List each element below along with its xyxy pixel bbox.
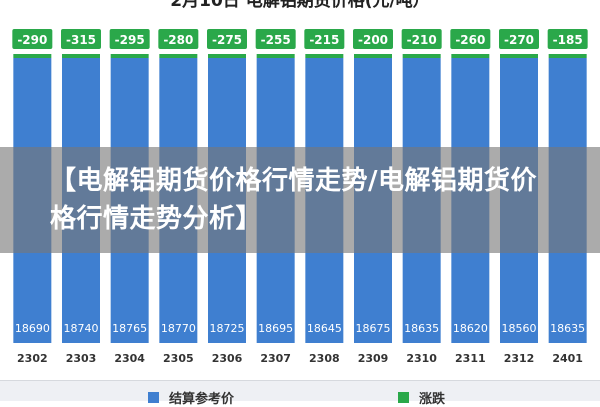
settlement-value-label: 18690	[15, 322, 50, 335]
change-value-label: -270	[504, 33, 534, 47]
change-value-label: -255	[261, 33, 291, 47]
change-value-label: -215	[309, 33, 339, 47]
change-value-label: -315	[66, 33, 96, 47]
change-label-box	[255, 29, 296, 49]
change-value-label: -260	[455, 33, 485, 47]
overlay-banner: 【电解铝期货价格行情走势/电解铝期货价格行情走势分析】	[0, 147, 600, 253]
legend-label-change: 涨跌	[419, 392, 446, 407]
legend-item-settlement: 结算参考价	[148, 388, 234, 407]
change-labels-group: -290 -315 -295 -280 -275 -255 -215 -200 -210 -260…	[12, 29, 588, 49]
change-value-label: -290	[17, 33, 47, 47]
change-label-box	[353, 29, 393, 49]
x-axis-ticks: 2302 2303 2304 2305 2306 2307 2308 2309 2310 2311…	[17, 352, 583, 365]
x-tick-label: 2311	[455, 352, 486, 365]
bar-change	[500, 54, 538, 58]
bar-change	[548, 54, 587, 58]
settlement-value-label: 18645	[307, 322, 342, 335]
x-tick-label: 2310	[406, 352, 437, 365]
change-label-box	[158, 29, 199, 49]
change-label-box	[304, 29, 345, 49]
bar-change	[305, 54, 344, 58]
bar-change	[110, 54, 149, 58]
settlement-value-label: 18635	[404, 322, 439, 335]
change-label-box	[401, 29, 442, 49]
change-label-box	[207, 29, 247, 49]
settlement-value-label: 18675	[356, 322, 391, 335]
bar-change	[208, 54, 246, 58]
bar-change	[354, 54, 392, 58]
x-tick-label: 2307	[260, 352, 291, 365]
value-labels-group: 18690 18740 18765 18770 18725 18695 18645 18675…	[15, 322, 585, 335]
legend-label-settlement: 结算参考价	[169, 392, 235, 407]
legend-item-change: 涨跌	[398, 388, 445, 407]
change-label-box	[12, 29, 53, 49]
settlement-value-label: 18770	[161, 322, 196, 335]
x-tick-label: 2305	[163, 352, 194, 365]
change-label-box	[109, 29, 150, 49]
bar-change	[159, 54, 198, 58]
change-label-box	[499, 29, 539, 49]
settlement-value-label: 18725	[210, 322, 245, 335]
settlement-value-label: 18740	[64, 322, 99, 335]
x-tick-label: 2304	[114, 352, 145, 365]
settlement-value-label: 18620	[453, 322, 488, 335]
change-label-box	[61, 29, 101, 49]
x-tick-label: 2303	[66, 352, 97, 365]
banner-text: 【电解铝期货价格行情走势/电解铝期货价格行情走势分析】	[50, 166, 537, 234]
bar-change	[402, 54, 441, 58]
x-tick-label: 2302	[17, 352, 48, 365]
change-label-box	[450, 29, 491, 49]
settlement-value-label: 18560	[502, 322, 537, 335]
change-value-label: -185	[553, 33, 583, 47]
bar-change	[62, 54, 100, 58]
chart-title: 2月10日 电解铝期货价格(元/吨）	[170, 0, 429, 11]
change-value-label: -295	[115, 33, 145, 47]
bar-change	[13, 54, 52, 58]
legend-swatch-change	[398, 392, 409, 403]
x-tick-label: 2401	[552, 352, 583, 365]
x-tick-label: 2312	[504, 352, 535, 365]
settlement-value-label: 18635	[550, 322, 585, 335]
change-label-box	[547, 29, 588, 49]
bar-change	[451, 54, 490, 58]
x-tick-label: 2308	[309, 352, 340, 365]
x-tick-label: 2306	[212, 352, 243, 365]
settlement-value-label: 18765	[112, 322, 147, 335]
chart-legend: 结算参考价 涨跌	[0, 380, 600, 407]
change-value-label: -280	[163, 33, 193, 47]
settlement-value-label: 18695	[258, 322, 293, 335]
legend-swatch-settlement	[148, 392, 159, 403]
bar-change	[256, 54, 295, 58]
change-value-label: -200	[358, 33, 388, 47]
x-tick-label: 2309	[358, 352, 389, 365]
change-value-label: -275	[212, 33, 242, 47]
change-value-label: -210	[407, 33, 437, 47]
